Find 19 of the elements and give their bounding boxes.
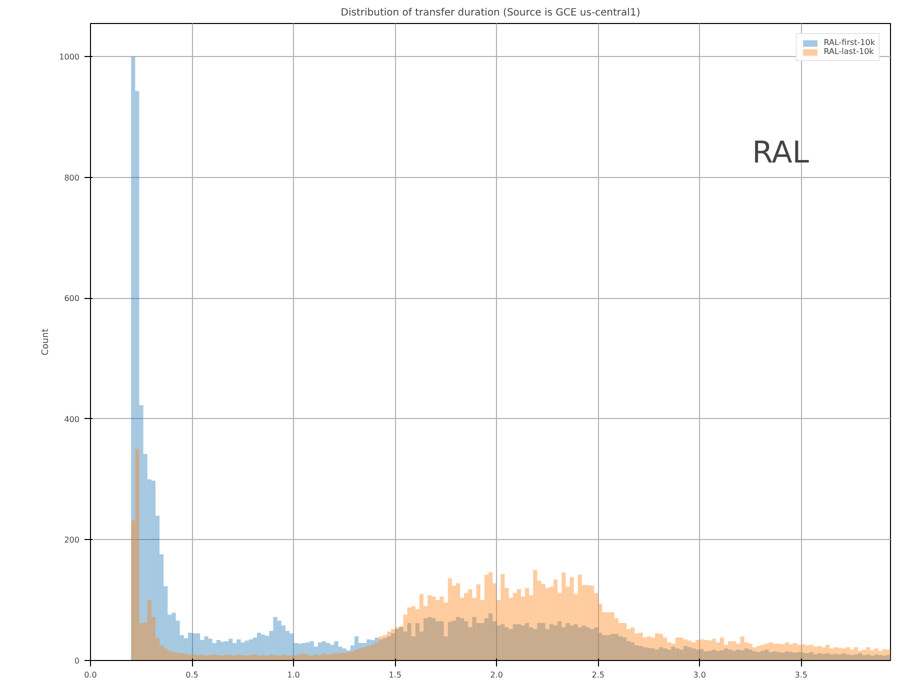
chart-title: Distribution of transfer duration (Source is GCE us-central1) — [340, 8, 640, 18]
x-tick-label: 2.0 — [490, 670, 503, 680]
x-tick-label: 3.5 — [794, 670, 808, 680]
y-tick-label: 200 — [64, 536, 80, 545]
x-tick-label: 2.5 — [592, 670, 604, 680]
y-tick-label: 600 — [64, 294, 80, 304]
x-tick-label: 0.0 — [84, 670, 97, 680]
x-tick-label: 1.0 — [287, 670, 300, 680]
y-tick-label: 1000 — [59, 52, 80, 62]
y-tick-label: 400 — [64, 414, 80, 424]
x-tick-label: 3.0 — [693, 670, 706, 680]
x-tick-label: 1.5 — [388, 670, 402, 680]
legend-label: RAL-last-10k — [824, 47, 874, 56]
y-tick-label: 800 — [64, 173, 80, 182]
y-axis-title: Count — [41, 328, 52, 356]
x-tick-label: 0.5 — [186, 670, 198, 680]
legend-label: RAL-first-10k — [824, 38, 875, 47]
annotation: RAL — [752, 136, 810, 170]
y-tick-label: 0 — [74, 656, 80, 666]
